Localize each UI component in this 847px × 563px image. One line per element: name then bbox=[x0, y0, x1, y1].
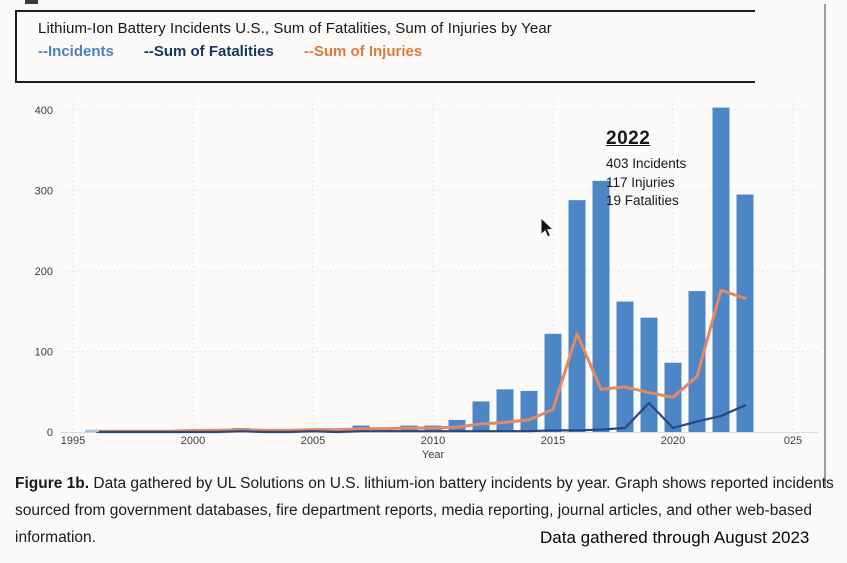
annotation-year: 2022 bbox=[606, 128, 651, 149]
y-tick-label: 200 bbox=[35, 266, 53, 278]
line-sum-of-injuries bbox=[95, 288, 747, 433]
y-tick-label: 400 bbox=[35, 105, 53, 117]
x-tick-label: 1995 bbox=[61, 435, 85, 447]
bar-2014 bbox=[520, 390, 538, 432]
x-axis-title: Year bbox=[422, 449, 445, 461]
y-tick-label: 0 bbox=[47, 427, 53, 439]
y-tick-label: 300 bbox=[35, 186, 53, 198]
figure-caption-label: Figure 1b. bbox=[15, 475, 90, 492]
data-gathered-note: Data gathered through August 2023 bbox=[540, 528, 810, 547]
annotation-fatalities: 19 Fatalities bbox=[606, 193, 679, 208]
x-tick-label: 2010 bbox=[421, 435, 445, 447]
bar-2018 bbox=[616, 301, 634, 432]
incidents-chart: 0 100 200 300 400 1995 2000 2005 2010 2015 2020 025… bbox=[35, 95, 818, 461]
x-tick-label: 2000 bbox=[181, 435, 205, 447]
bar-2019 bbox=[640, 317, 658, 432]
chart-header-box: Lithium-Ion Battery Incidents U.S., Sum … bbox=[15, 10, 755, 83]
x-tick-label: 2005 bbox=[301, 435, 325, 447]
x-tick-label: 2015 bbox=[541, 435, 565, 447]
bar-2013 bbox=[496, 389, 514, 432]
figure-caption: Figure 1b. Data gathered by UL Solutions… bbox=[15, 470, 845, 551]
bar-2022 bbox=[712, 107, 730, 433]
bar-2015 bbox=[544, 333, 562, 432]
figure-caption-text: Data gathered by UL Solutions on U.S. li… bbox=[15, 475, 834, 546]
bar-2017 bbox=[592, 180, 610, 432]
bar-2023 bbox=[736, 194, 754, 432]
x-tick-label: 025 bbox=[784, 435, 802, 447]
y-tick-label: 100 bbox=[35, 347, 53, 359]
line-sum-of-fatalities bbox=[95, 401, 747, 434]
chart-legend: --Incidents --Sum of Fatalities --Sum of I… bbox=[38, 40, 755, 64]
annotation-incidents: 403 Incidents bbox=[606, 156, 687, 171]
mouse-cursor-icon bbox=[540, 217, 554, 238]
annotation-2022: 2022 403 Incidents 117 Injuries 19 Fatal… bbox=[606, 128, 686, 211]
bar-2012 bbox=[472, 401, 490, 432]
legend-item-sum-of-injuries: --Sum of Injuries bbox=[303, 43, 423, 60]
window-right-edge bbox=[824, 4, 826, 486]
chart-title: Lithium-Ion Battery Incidents U.S., Sum … bbox=[38, 20, 552, 37]
bar-2016 bbox=[568, 200, 586, 432]
legend-item-incidents: --Incidents bbox=[38, 43, 114, 60]
legend-item-sum-of-fatalities: --Sum of Fatalities bbox=[143, 43, 274, 60]
annotation-injuries: 117 Injuries bbox=[606, 174, 675, 190]
window-edge-artifact bbox=[25, 0, 38, 4]
bar-2021 bbox=[688, 291, 706, 432]
x-tick-label: 2020 bbox=[661, 435, 685, 447]
